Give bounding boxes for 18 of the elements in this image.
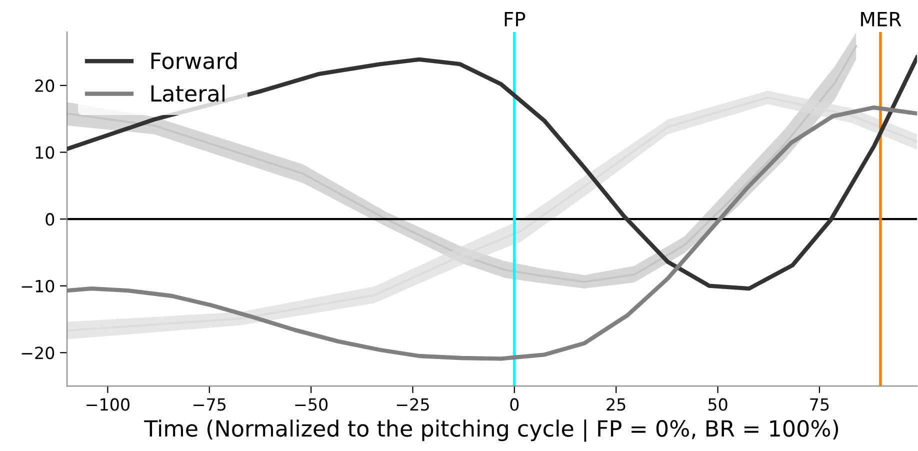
x-axis-title: Time (Normalized to the pitching cycle | FP = 0%, BR = 100%)	[144, 420, 838, 442]
x-tick-label: −75	[194, 398, 226, 411]
x-tick-label: −50	[295, 398, 328, 411]
x-tick-label: −100	[86, 398, 130, 411]
x-tick-label: 25	[606, 398, 626, 411]
ref-line-label: FP	[504, 12, 526, 26]
x-tick-label: 50	[708, 398, 728, 411]
x-tick-label: −25	[396, 398, 429, 411]
ref-line-label: MER	[861, 12, 902, 26]
y-tick-label: −20	[22, 346, 54, 360]
legend-label: Forward	[151, 52, 237, 70]
x-tick-label: 0	[510, 398, 519, 411]
y-tick-label: 10	[36, 146, 54, 159]
y-tick-label: −10	[22, 280, 54, 292]
legend-label: Lateral	[151, 84, 224, 102]
y-tick-label: 20	[35, 79, 54, 92]
x-tick-label: 75	[810, 398, 829, 411]
y-tick-label: 0	[46, 213, 54, 226]
